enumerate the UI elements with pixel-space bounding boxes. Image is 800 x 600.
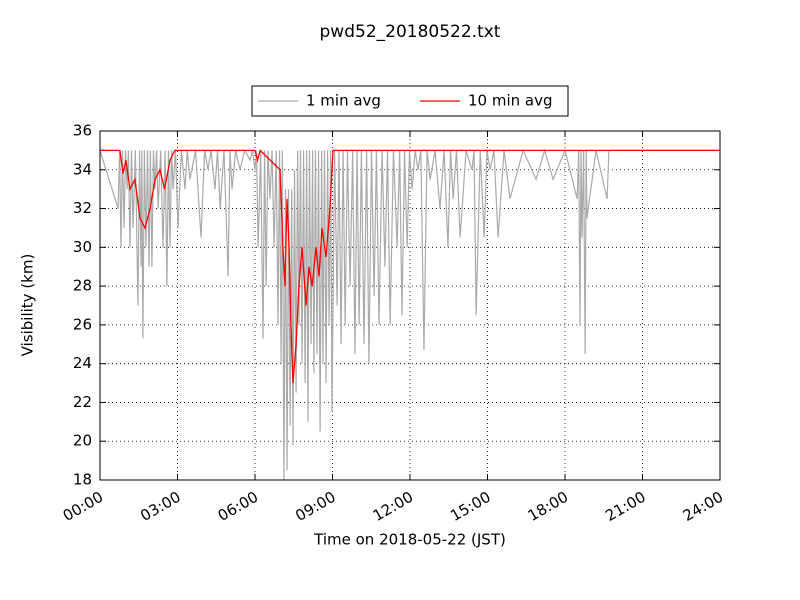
x-tick-label: 18:00 [525,488,571,525]
x-tick-label: 15:00 [447,488,493,525]
legend-label: 1 min avg [306,92,381,110]
y-tick-label: 24 [73,354,92,372]
y-tick-label: 18 [73,471,92,489]
x-tick-label: 12:00 [370,488,416,525]
series-line [100,149,720,384]
y-tick-label: 34 [73,160,92,178]
series-line [99,148,720,481]
y-tick-label: 28 [73,277,92,295]
x-tick-label: 06:00 [215,488,261,525]
x-tick-label: 03:00 [137,488,183,525]
y-tick-label: 36 [73,122,92,140]
plot-frame [99,130,721,481]
y-tick-label: 32 [73,199,92,217]
legend-box [251,85,569,117]
chart-title: pwd52_20180522.txt [320,22,501,42]
legend-label: 10 min avg [468,92,553,110]
x-tick-label: 09:00 [292,488,338,525]
x-tick-label: 24:00 [680,488,726,525]
y-tick-label: 20 [73,432,92,450]
x-axis-label: Time on 2018-05-22 (JST) [313,531,506,549]
y-tick-label: 26 [73,315,92,333]
x-tick-label: 21:00 [602,488,648,525]
y-tick-label: 22 [73,393,92,411]
x-tick-label: 00:00 [60,488,106,525]
y-axis-label: Visibility (km) [19,254,37,357]
y-tick-label: 30 [73,238,92,256]
